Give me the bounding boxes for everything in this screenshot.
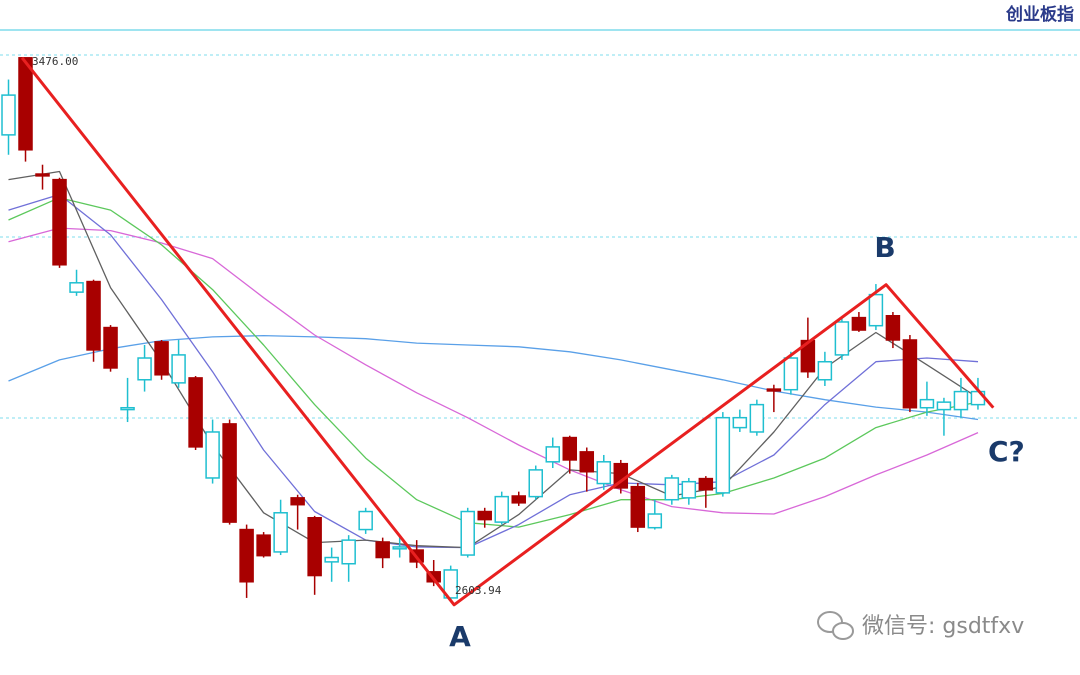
candle-body bbox=[324, 556, 339, 563]
candle-body bbox=[273, 512, 288, 553]
candle-body bbox=[596, 461, 612, 485]
candle-body bbox=[681, 480, 697, 499]
high-label: 3476.00 bbox=[32, 55, 78, 68]
candle-body bbox=[392, 546, 407, 550]
candle-body bbox=[358, 510, 373, 531]
candle-body bbox=[545, 446, 561, 463]
candle-body bbox=[290, 497, 305, 506]
candle-body bbox=[443, 569, 458, 599]
candle-body bbox=[817, 360, 833, 381]
candle-body bbox=[35, 173, 50, 177]
candle-body bbox=[851, 316, 867, 331]
wave-label: C? bbox=[988, 435, 1025, 468]
candle-body bbox=[630, 485, 646, 528]
candle-body bbox=[834, 321, 850, 356]
candle-body bbox=[171, 354, 186, 384]
candle-body bbox=[698, 477, 714, 491]
candle-body bbox=[18, 57, 33, 151]
candle-body bbox=[205, 431, 220, 479]
candle-body bbox=[120, 406, 135, 411]
wave-label: B bbox=[874, 231, 895, 264]
moving-average-line bbox=[8, 227, 979, 515]
candle-body bbox=[749, 403, 765, 433]
candle-body bbox=[800, 339, 816, 373]
trend-line bbox=[20, 56, 995, 607]
candle-body bbox=[307, 516, 322, 577]
wave-label: A bbox=[449, 620, 471, 653]
candle-body bbox=[715, 416, 731, 494]
candle-body bbox=[783, 357, 799, 391]
low-label: 2603.94 bbox=[455, 584, 502, 597]
candle-body bbox=[188, 377, 203, 448]
moving-average-line bbox=[8, 334, 979, 421]
candle-body bbox=[664, 477, 680, 501]
chart-title: 创业板指 bbox=[1005, 4, 1074, 25]
candle-body bbox=[562, 436, 578, 461]
candle-body bbox=[1, 94, 16, 136]
candle-body bbox=[256, 534, 271, 557]
candle-body bbox=[647, 513, 663, 529]
candle-body bbox=[732, 416, 748, 429]
candle-body bbox=[528, 469, 543, 498]
candle-body bbox=[222, 423, 237, 523]
candle-body bbox=[375, 541, 390, 559]
plot bbox=[1, 56, 995, 607]
candle-body bbox=[579, 451, 595, 473]
wechat-icon bbox=[817, 611, 854, 640]
candle-body bbox=[103, 326, 118, 369]
candle-body bbox=[239, 528, 254, 583]
moving-average-line bbox=[8, 197, 979, 528]
candle-body bbox=[868, 293, 884, 327]
candle-body bbox=[341, 539, 356, 565]
candle-body bbox=[953, 390, 969, 411]
candle-body bbox=[511, 495, 526, 504]
candle-body bbox=[494, 495, 509, 523]
candle-body bbox=[86, 280, 101, 351]
candle-body bbox=[936, 401, 952, 411]
candle-body bbox=[52, 178, 67, 266]
candle-body bbox=[137, 357, 152, 381]
candle-body bbox=[885, 314, 901, 341]
candle-body bbox=[69, 282, 84, 293]
candle-body bbox=[154, 341, 169, 376]
moving-average-line bbox=[8, 170, 979, 549]
moving-average-line bbox=[8, 193, 979, 549]
candle-body bbox=[460, 510, 475, 556]
candle-body bbox=[766, 388, 782, 392]
candle-body bbox=[919, 398, 935, 409]
watermark: 微信号: gsdtfxv bbox=[862, 614, 1024, 639]
candle-body bbox=[902, 339, 918, 409]
candle-body bbox=[477, 510, 492, 521]
